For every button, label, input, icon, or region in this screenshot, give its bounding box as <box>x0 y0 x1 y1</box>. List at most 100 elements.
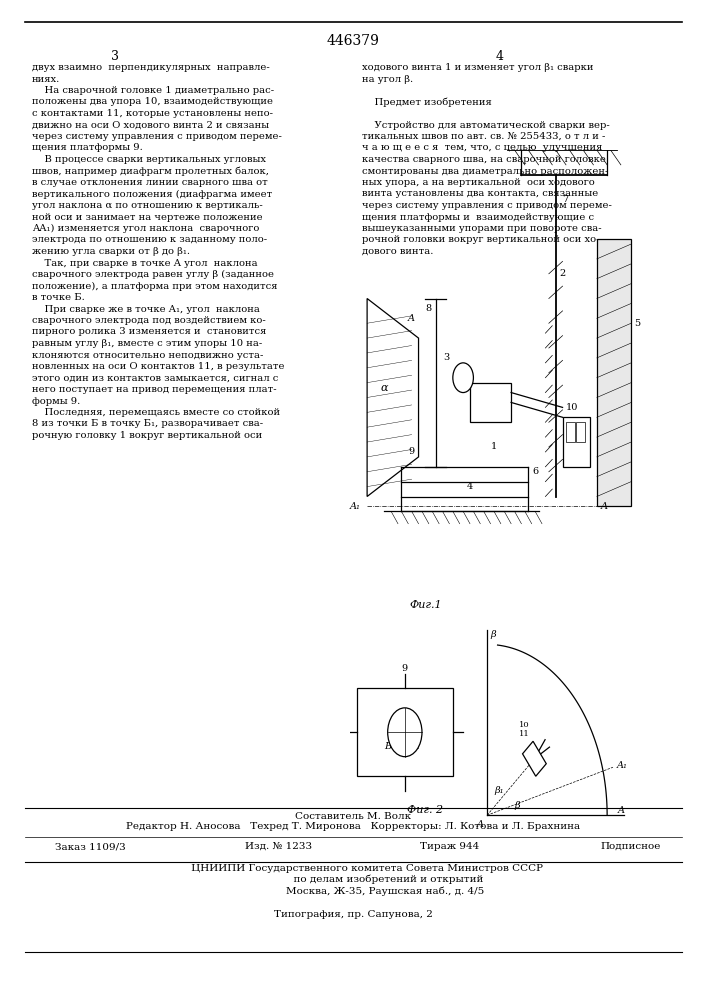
Text: Подписное: Подписное <box>600 842 660 851</box>
Text: 6: 6 <box>532 467 538 476</box>
Text: 7: 7 <box>563 195 569 204</box>
Text: При сварке же в точке A₁, угол  наклона: При сварке же в точке A₁, угол наклона <box>32 304 260 314</box>
Text: Фиг.1: Фиг.1 <box>409 600 442 610</box>
Text: AA₁) изменяется угол наклона  сварочного: AA₁) изменяется угол наклона сварочного <box>32 224 259 233</box>
Text: Последняя, перемещаясь вместе со стойкой: Последняя, перемещаясь вместе со стойкой <box>32 408 280 417</box>
Text: 2: 2 <box>559 269 566 278</box>
Text: Составитель М. Волк: Составитель М. Волк <box>295 812 411 821</box>
Text: 8: 8 <box>426 304 431 313</box>
Text: 3: 3 <box>111 50 119 63</box>
Text: Фиг. 2: Фиг. 2 <box>407 805 443 815</box>
Text: дового винта.: дового винта. <box>362 247 433 256</box>
Text: 9: 9 <box>408 447 414 456</box>
Text: На сварочной головке 1 диаметрально рас-: На сварочной головке 1 диаметрально рас- <box>32 86 274 95</box>
Bar <box>470 383 511 422</box>
Text: 10: 10 <box>519 721 530 729</box>
Text: через систему управления с приводом переме-: через систему управления с приводом пере… <box>362 201 612 210</box>
Text: этого один из контактов замыкается, сигнал с: этого один из контактов замыкается, сигн… <box>32 373 279 382</box>
Bar <box>563 417 590 467</box>
Polygon shape <box>522 741 547 776</box>
Text: жению угла сварки от β до β₁.: жению угла сварки от β до β₁. <box>32 247 190 256</box>
Text: O: O <box>566 457 574 466</box>
Text: 10: 10 <box>566 403 578 412</box>
Text: двух взаимно  перпендикулярных  направле-: двух взаимно перпендикулярных направле- <box>32 63 270 72</box>
Text: сварочного электрода под воздействием ко-: сварочного электрода под воздействием ко… <box>32 316 266 325</box>
Text: A: A <box>600 502 607 511</box>
Text: A: A <box>408 314 415 323</box>
Text: с контактами 11, которые установлены непо-: с контактами 11, которые установлены неп… <box>32 109 273 118</box>
Text: щения платформы 9.: щения платформы 9. <box>32 143 143 152</box>
Text: ходового винта 1 и изменяет угол β₁ сварки: ходового винта 1 и изменяет угол β₁ свар… <box>362 63 593 72</box>
Text: 446379: 446379 <box>327 34 380 48</box>
Text: швов, например диафрагм пролетных балок,: швов, например диафрагм пролетных балок, <box>32 166 269 176</box>
Text: клоняются относительно неподвижно уста-: клоняются относительно неподвижно уста- <box>32 351 264 360</box>
Text: A: A <box>617 806 624 815</box>
Text: Редактор Н. Аносова   Техред Т. Миронова   Корректоры: Л. Котова и Л. Брахнина: Редактор Н. Аносова Техред Т. Миронова К… <box>126 822 580 831</box>
Text: пирного ролика 3 изменяется и  становится: пирного ролика 3 изменяется и становится <box>32 328 267 336</box>
Text: ниях.: ниях. <box>32 75 60 84</box>
Text: Заказ 1109/3: Заказ 1109/3 <box>55 842 126 851</box>
Text: формы 9.: формы 9. <box>32 396 81 406</box>
Text: через систему управления с приводом переме-: через систему управления с приводом пере… <box>32 132 282 141</box>
Text: Б: Б <box>384 742 391 751</box>
Text: тикальных швов по авт. св. № 255433, о т л и -: тикальных швов по авт. св. № 255433, о т… <box>362 132 605 141</box>
Text: него поступает на привод перемещения плат-: него поступает на привод перемещения пла… <box>32 385 276 394</box>
Text: вертикального положения (диафрагма имеет: вертикального положения (диафрагма имеет <box>32 190 272 199</box>
Text: Б₁: Б₁ <box>409 742 421 751</box>
Text: вышеуказанными упорами при повороте сва-: вышеуказанными упорами при повороте сва- <box>362 224 602 233</box>
Text: смонтированы два диаметрально расположен-: смонтированы два диаметрально расположен… <box>362 166 609 176</box>
Text: 4: 4 <box>496 50 504 63</box>
Text: A: A <box>477 820 484 829</box>
Text: ной оси и занимает на чертеже положение: ной оси и занимает на чертеже положение <box>32 213 262 222</box>
Text: рочной головки вокруг вертикальной оси хо-: рочной головки вокруг вертикальной оси х… <box>362 235 600 244</box>
Text: 4: 4 <box>467 482 473 491</box>
Bar <box>576 422 585 442</box>
Text: 1: 1 <box>566 438 572 447</box>
Text: β: β <box>491 630 496 639</box>
Text: качества сварного шва, на сварочной головке: качества сварного шва, на сварочной голо… <box>362 155 606 164</box>
Text: на угол β.: на угол β. <box>362 75 413 84</box>
Text: ЦНИИПИ Государственного комитета Совета Министров СССР: ЦНИИПИ Государственного комитета Совета … <box>163 864 544 873</box>
Text: 11: 11 <box>566 423 578 432</box>
Text: новленных на оси O контактов 11, в результате: новленных на оси O контактов 11, в резул… <box>32 362 284 371</box>
Text: ных упора, а на вертикальной  оси ходового: ных упора, а на вертикальной оси ходовог… <box>362 178 595 187</box>
Bar <box>597 239 631 506</box>
Text: A₁: A₁ <box>349 502 361 511</box>
Text: ч а ю щ е е с я  тем, что, с целью  улучшения: ч а ю щ е е с я тем, что, с целью улучше… <box>362 143 602 152</box>
Text: A₁: A₁ <box>617 761 627 770</box>
Text: рочную головку 1 вокруг вертикальной оси: рочную головку 1 вокруг вертикальной оси <box>32 431 262 440</box>
Text: угол наклона α по отношению к вертикаль-: угол наклона α по отношению к вертикаль- <box>32 201 263 210</box>
Text: винта установлены два контакта, связанные: винта установлены два контакта, связанны… <box>362 190 598 198</box>
Text: равным углу β₁, вместе с этим упоры 10 на-: равным углу β₁, вместе с этим упоры 10 н… <box>32 339 262 348</box>
Text: щения платформы и  взаимодействующие с: щения платформы и взаимодействующие с <box>362 213 594 222</box>
Text: 9: 9 <box>402 664 408 673</box>
Text: Предмет изобретения: Предмет изобретения <box>362 98 492 107</box>
Text: Тираж 944: Тираж 944 <box>420 842 479 851</box>
Text: 3: 3 <box>443 353 449 362</box>
Text: В процессе сварки вертикальных угловых: В процессе сварки вертикальных угловых <box>32 155 266 164</box>
Text: β: β <box>515 801 520 810</box>
Text: β₁: β₁ <box>494 786 503 795</box>
Text: положены два упора 10, взаимодействующие: положены два упора 10, взаимодействующие <box>32 98 273 106</box>
Bar <box>357 688 453 776</box>
Text: сварочного электрода равен углу β (заданное: сварочного электрода равен углу β (задан… <box>32 270 274 279</box>
Text: по делам изобретений и открытий: по делам изобретений и открытий <box>222 875 484 884</box>
Text: в точке Б.: в точке Б. <box>32 293 85 302</box>
Text: движно на оси O ходового винта 2 и связаны: движно на оси O ходового винта 2 и связа… <box>32 120 269 129</box>
Text: 1: 1 <box>491 442 497 451</box>
Bar <box>566 422 575 442</box>
Text: Изд. № 1233: Изд. № 1233 <box>245 842 312 851</box>
Circle shape <box>387 708 422 757</box>
Text: 8 из точки Б в точку Б₁, разворачивает сва-: 8 из точки Б в точку Б₁, разворачивает с… <box>32 420 263 428</box>
Text: Типография, пр. Сапунова, 2: Типография, пр. Сапунова, 2 <box>274 910 433 919</box>
Text: Так, при сварке в точке A угол  наклона: Так, при сварке в точке A угол наклона <box>32 258 257 267</box>
Text: 11: 11 <box>519 730 530 738</box>
Text: электрода по отношению к заданному поло-: электрода по отношению к заданному поло- <box>32 235 267 244</box>
Circle shape <box>452 363 474 393</box>
Text: положение), а платформа при этом находится: положение), а платформа при этом находит… <box>32 282 278 291</box>
Text: Устройство для автоматической сварки вер-: Устройство для автоматической сварки вер… <box>362 120 609 129</box>
Text: α: α <box>380 383 388 393</box>
Polygon shape <box>367 298 419 496</box>
Text: Москва, Ж-35, Раушская наб., д. 4/5: Москва, Ж-35, Раушская наб., д. 4/5 <box>221 886 484 896</box>
Text: 5: 5 <box>635 319 641 328</box>
